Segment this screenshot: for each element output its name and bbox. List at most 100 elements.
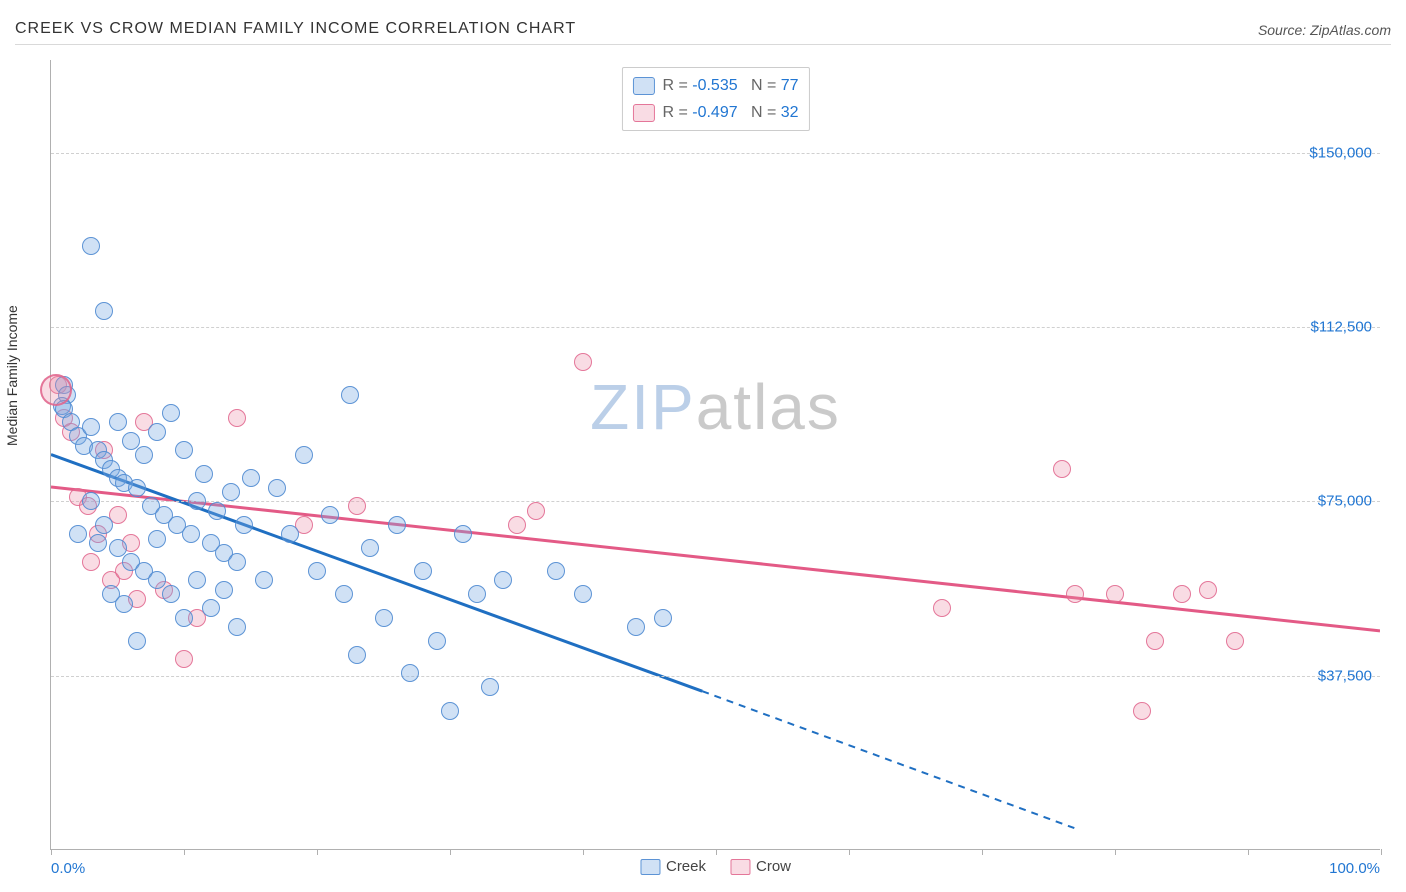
stats-row: R = -0.535 N = 77: [632, 72, 798, 99]
plot-area: ZIPatlas R = -0.535 N = 77R = -0.497 N =…: [50, 60, 1380, 850]
creek-point: [627, 618, 645, 636]
crow-point: [1199, 581, 1217, 599]
trendline: [51, 487, 1380, 631]
stats-text: R = -0.535 N = 77: [662, 72, 798, 99]
creek-point: [128, 479, 146, 497]
legend-label: Creek: [666, 858, 706, 875]
creek-point: [441, 702, 459, 720]
creek-point: [454, 525, 472, 543]
creek-point: [69, 525, 87, 543]
x-tick: [1248, 849, 1249, 855]
creek-point: [148, 423, 166, 441]
creek-point: [195, 465, 213, 483]
creek-point: [222, 483, 240, 501]
creek-point: [82, 492, 100, 510]
creek-point: [547, 562, 565, 580]
creek-point: [188, 571, 206, 589]
creek-point: [82, 237, 100, 255]
creek-point: [388, 516, 406, 534]
crow-point: [933, 599, 951, 617]
header-bar: CREEK VS CROW MEDIAN FAMILY INCOME CORRE…: [15, 20, 1391, 45]
creek-point: [295, 446, 313, 464]
y-tick-label: $37,500: [1318, 667, 1372, 684]
x-tick: [982, 849, 983, 855]
x-tick-label-right: 100.0%: [1329, 860, 1380, 877]
y-tick-label: $150,000: [1309, 144, 1372, 161]
creek-point: [375, 609, 393, 627]
creek-point: [654, 609, 672, 627]
creek-point: [89, 534, 107, 552]
x-tick: [1381, 849, 1382, 855]
creek-point: [494, 571, 512, 589]
y-gridline: [51, 676, 1380, 677]
crow-point: [1133, 702, 1151, 720]
creek-point: [182, 525, 200, 543]
creek-point: [468, 585, 486, 603]
creek-point: [401, 664, 419, 682]
creek-point: [82, 418, 100, 436]
crow-point: [82, 553, 100, 571]
crow-point: [348, 497, 366, 515]
crow-point: [1173, 585, 1191, 603]
legend-swatch-icon: [640, 859, 660, 875]
crow-point: [527, 502, 545, 520]
stats-swatch-icon: [632, 77, 654, 95]
y-gridline: [51, 153, 1380, 154]
legend-bottom: Creek Crow: [640, 858, 791, 875]
y-tick-label: $112,500: [1311, 319, 1372, 336]
y-gridline: [51, 501, 1380, 502]
creek-point: [348, 646, 366, 664]
watermark: ZIPatlas: [590, 370, 841, 444]
y-axis-title: Median Family Income: [4, 305, 20, 446]
watermark-atlas: atlas: [696, 371, 841, 443]
creek-point: [208, 502, 226, 520]
x-tick: [849, 849, 850, 855]
crow-point: [1106, 585, 1124, 603]
crow-point: [175, 650, 193, 668]
creek-point: [268, 479, 286, 497]
trendline: [702, 691, 1074, 828]
creek-point: [481, 678, 499, 696]
stats-swatch-icon: [632, 104, 654, 122]
creek-point: [321, 506, 339, 524]
creek-point: [235, 516, 253, 534]
highlight-point: [40, 374, 72, 406]
creek-point: [414, 562, 432, 580]
watermark-zip: ZIP: [590, 371, 696, 443]
creek-point: [135, 446, 153, 464]
creek-point: [361, 539, 379, 557]
trendlines-svg: [51, 60, 1380, 849]
stats-box: R = -0.535 N = 77R = -0.497 N = 32: [621, 67, 809, 131]
creek-point: [281, 525, 299, 543]
x-tick: [716, 849, 717, 855]
crow-point: [1066, 585, 1084, 603]
legend-label: Crow: [756, 858, 791, 875]
crow-point: [1146, 632, 1164, 650]
creek-point: [175, 609, 193, 627]
legend-item: Crow: [730, 858, 791, 875]
creek-point: [162, 404, 180, 422]
creek-point: [215, 581, 233, 599]
creek-point: [242, 469, 260, 487]
chart-title: CREEK VS CROW MEDIAN FAMILY INCOME CORRE…: [15, 20, 576, 38]
x-tick: [450, 849, 451, 855]
creek-point: [228, 553, 246, 571]
x-tick-label-left: 0.0%: [51, 860, 85, 877]
x-tick: [317, 849, 318, 855]
y-gridline: [51, 327, 1380, 328]
x-tick: [583, 849, 584, 855]
creek-point: [228, 618, 246, 636]
x-tick: [1115, 849, 1116, 855]
creek-point: [95, 516, 113, 534]
creek-point: [188, 492, 206, 510]
legend-swatch-icon: [730, 859, 750, 875]
creek-point: [341, 386, 359, 404]
creek-point: [128, 632, 146, 650]
stats-text: R = -0.497 N = 32: [662, 99, 798, 126]
creek-point: [148, 530, 166, 548]
x-tick: [51, 849, 52, 855]
creek-point: [335, 585, 353, 603]
crow-point: [574, 353, 592, 371]
creek-point: [109, 413, 127, 431]
creek-point: [175, 441, 193, 459]
